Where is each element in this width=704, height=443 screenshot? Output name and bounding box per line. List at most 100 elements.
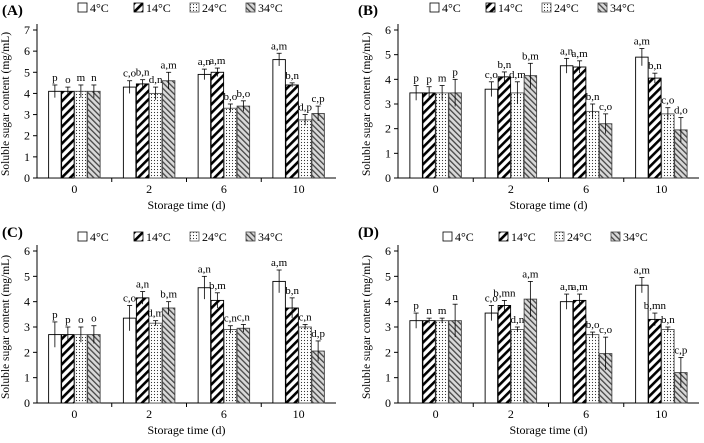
y-tick-label: 3 [24,108,30,122]
data-label: p [65,314,71,326]
data-label: b,m [209,280,226,292]
y-axis-title: Soluble sugar content (mg/mL) [0,255,12,399]
data-label: c,p [674,344,688,356]
legend-swatch [429,2,440,13]
data-label: a,n [198,263,212,275]
x-tick-label: 2 [508,407,514,421]
data-label: b,o [224,91,238,103]
bar [135,83,150,179]
y-tick-label: 4 [385,295,391,309]
y-tick-label: 3 [24,320,30,334]
legend-swatch [485,2,496,13]
data-label: a,m [634,36,651,48]
y-tick-label: 7 [24,23,30,37]
panel-label: (D) [358,225,379,241]
data-label: o [91,313,97,325]
data-label: c,o [485,69,499,81]
bar [585,334,600,404]
legend-swatch [498,231,509,242]
legend-label: 14°C [146,230,171,244]
data-label: d,o [674,105,688,117]
y-tick-label: 4 [24,86,30,100]
x-tick-label: 10 [293,182,305,196]
legend-swatch [597,2,608,13]
x-tick-label: 10 [655,182,667,196]
bar [236,105,251,179]
legend-label: 24°C [567,230,592,244]
bar [435,92,449,179]
bar [210,71,225,179]
bar [87,334,101,404]
data-label: o [65,74,71,86]
bar [223,107,238,179]
bar [572,66,587,179]
bar [197,287,212,404]
legend-label: 34°C [610,1,635,15]
bar [298,119,312,179]
bar [409,320,423,404]
bar [572,299,587,404]
data-label: a,n [560,45,574,57]
x-tick-label: 6 [583,407,589,421]
data-label: n [91,72,97,84]
data-label: c,p [312,93,326,105]
legend-swatch [189,2,200,13]
y-tick-label: 4 [24,295,30,309]
bar [510,92,525,179]
y-tick-label: 6 [24,244,30,258]
y-tick-label: 1 [24,150,30,164]
legend-swatch [133,231,144,242]
y-tick-label: 5 [24,65,30,79]
legend-label: 4°C [442,1,461,15]
data-label: a,m [161,59,178,71]
legend-label: 34°C [623,230,648,244]
data-label: b,n [661,314,675,326]
x-tick-label: 10 [293,407,305,421]
legend-swatch [610,231,621,242]
legend-label: 24°C [202,1,227,15]
data-label: c,n [224,313,238,325]
y-tick-label: 2 [385,122,391,136]
bar [161,80,176,179]
data-label: c,o [123,68,137,80]
bar [435,320,449,404]
y-axis-title: Soluble sugar content (mg/mL) [361,32,373,176]
y-tick-label: 1 [385,371,391,385]
y-tick-label: 6 [385,23,391,37]
legend-swatch [554,231,565,242]
bar [285,307,299,404]
y-tick-label: 2 [385,345,391,359]
bar [559,301,574,404]
y-axis-title: Soluble sugar content (mg/mL) [0,32,12,176]
y-tick-label: 6 [24,44,30,58]
y-tick-label: 3 [385,97,391,111]
data-label: a,n [198,56,212,68]
bar [585,110,600,179]
data-label: a,m [634,265,651,277]
data-label: a,m [522,268,539,280]
legend-label: 4°C [90,230,109,244]
bar [298,326,312,404]
legend-label: 14°C [146,1,171,15]
legend-label: 14°C [498,1,523,15]
data-label: b,n [498,59,512,71]
data-label: b,n [285,285,299,297]
data-label: a,n [136,279,150,291]
data-label: d,p [311,328,325,340]
bar [223,329,238,404]
x-tick-label: 2 [146,182,152,196]
bar [497,76,512,179]
x-tick-label: 2 [508,182,514,196]
data-label: b,o [237,88,251,100]
legend-label: 4°C [90,1,109,15]
chart-panel: (C) 4°C 14°C 24°C 34°C 0 1 2 3 4 5 6 Soluble sugar c… [0,225,336,437]
data-label: p [452,66,458,78]
data-label: b,n [136,67,150,79]
bar [122,317,137,404]
bar [523,75,538,179]
x-tick-label: 0 [433,182,439,196]
y-tick-label: 0 [24,396,30,410]
bar [510,329,525,404]
